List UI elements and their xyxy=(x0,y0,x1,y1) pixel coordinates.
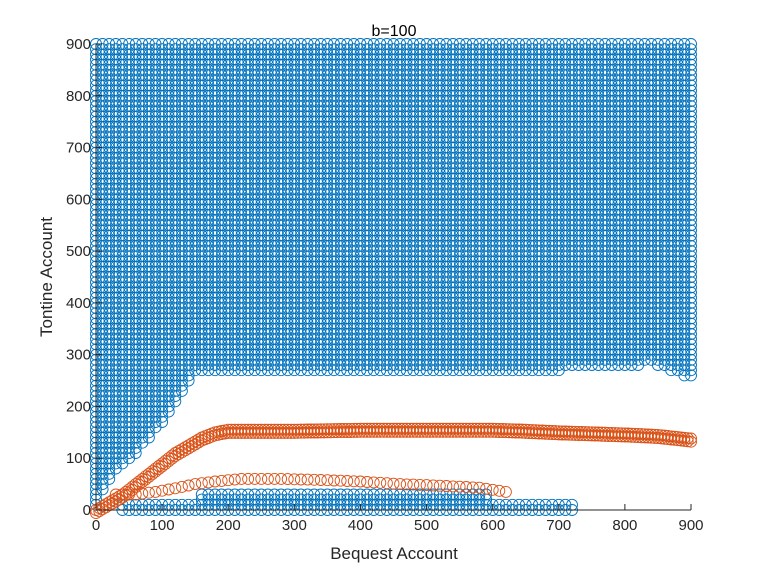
plot-layer xyxy=(90,38,697,520)
blue-point xyxy=(175,384,188,397)
blue-point xyxy=(96,483,109,496)
blue-point xyxy=(156,416,169,428)
blue-point xyxy=(142,431,155,444)
blue-point xyxy=(162,405,175,418)
blue-point xyxy=(103,472,116,485)
blue-point xyxy=(169,395,182,408)
blue-point xyxy=(129,447,142,459)
blue-point xyxy=(182,374,195,387)
